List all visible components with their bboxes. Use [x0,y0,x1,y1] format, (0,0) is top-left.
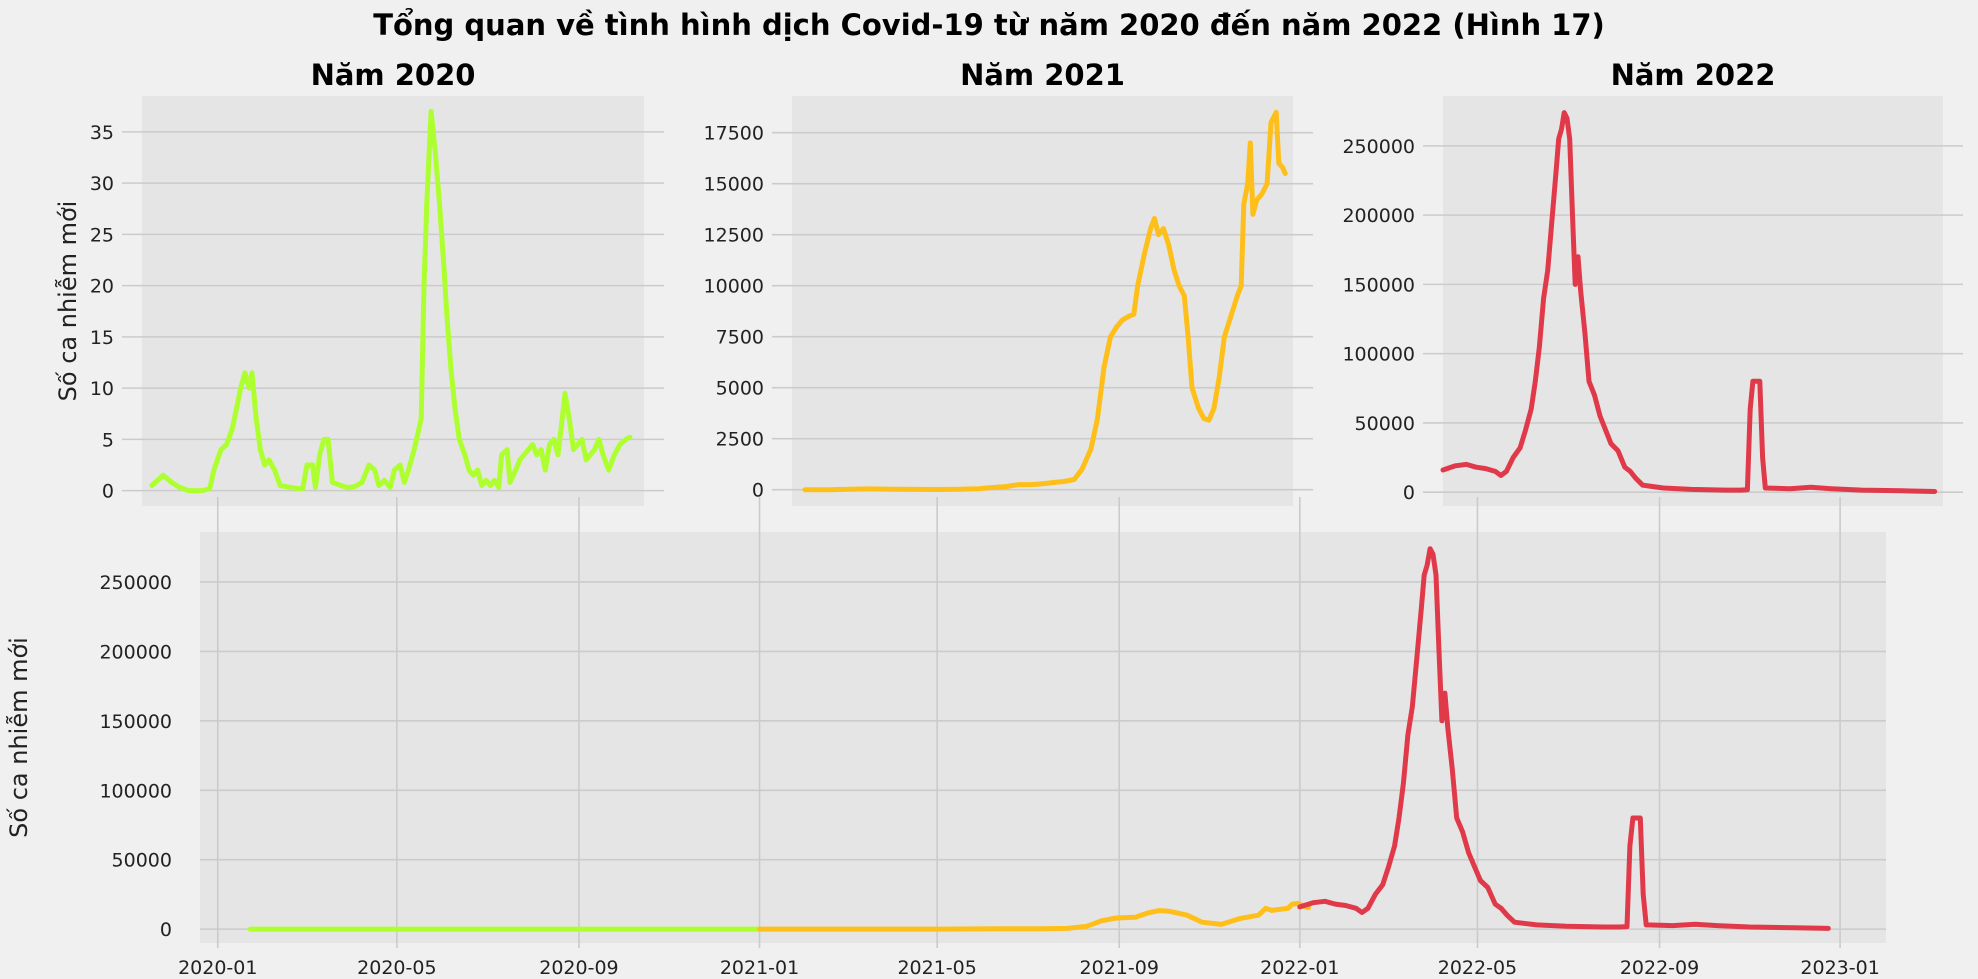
y-tick-label: 2500 [716,429,764,451]
plot-area-2020 [142,96,644,506]
y-tick-label: 250000 [1342,136,1415,158]
chart-title-2020: Năm 2020 [311,58,476,92]
chart-title-2022: Năm 2022 [1611,58,1776,92]
x-tick-label: 2021-09 [1080,957,1159,979]
series-line-2021-1 [802,109,1288,493]
plot-area-combined [200,532,1886,943]
figure-suptitle: Tổng quan về tình hình dịch Covid-19 từ … [373,8,1605,42]
x-tick-label: 2021-05 [897,957,976,979]
y-tick-label: 250000 [99,572,172,594]
y-tick-label: 30 [90,173,114,195]
series-line-combined-3 [1297,546,1831,931]
y-tick-label: 15000 [704,174,764,196]
panel-2020: 0 5 10 15 20 25 30 35 Năm 2020 Số ca nhiễm mới [53,58,664,506]
y-tick-label: 50000 [1355,413,1415,435]
y-tick-label: 7500 [716,327,764,349]
x-tick-label: 2020-09 [539,957,618,979]
y-tick-label: 17500 [704,123,764,145]
y-tick-label: 20 [90,276,114,298]
y-tick-label: 10000 [704,276,764,298]
x-tick-label: 2022-01 [1260,957,1339,979]
y-tick-label: 0 [160,919,172,941]
panel-2022: 0 50000 100000 150000 200000 250000 Năm 2022 [1342,58,1963,506]
series-line-2020-1 [149,108,633,494]
y-tick-label: 50000 [112,850,172,872]
y-tick-label: 150000 [1342,274,1415,296]
y-tick-label: 10 [90,378,114,400]
y-tick-label: 0 [1403,482,1415,504]
x-tick-label: 2021-01 [720,957,799,979]
x-tick-label: 2022-05 [1438,957,1517,979]
x-tick-label: 2023-01 [1800,957,1879,979]
y-tick-label: 5000 [716,378,764,400]
y-tick-label: 0 [752,480,764,502]
y-tick-label: 0 [102,481,114,503]
panel-combined: 0 50000 100000 150000 200000 250000 2020-01 202… [4,497,1886,979]
y-axis-label-2020: Số ca nhiễm mới [53,201,82,402]
y-tick-label: 5 [102,429,114,451]
y-tick-label: 200000 [99,641,172,663]
x-tick-label: 2020-05 [357,957,436,979]
y-tick-label: 25 [90,224,114,246]
chart-title-2021: Năm 2021 [960,58,1125,92]
plot-area-2022 [1443,96,1943,506]
panel-2021: 0 2500 5000 7500 10000 12500 15000 17500 Năm 202… [704,58,1313,506]
y-tick-label: 150000 [99,711,172,733]
y-tick-label: 15 [90,327,114,349]
y-axis-label-combined: Số ca nhiễm mới [4,637,33,838]
series-line-2022-1 [1440,110,1938,494]
y-tick-label: 200000 [1342,205,1415,227]
y-tick-label: 35 [90,122,114,144]
series-line-combined-2 [757,900,1312,932]
plot-area-2021 [792,96,1293,506]
y-tick-label: 100000 [1342,344,1415,366]
x-tick-label: 2020-01 [178,957,257,979]
y-tick-label: 12500 [704,225,764,247]
x-tick-label: 2022-09 [1620,957,1699,979]
y-tick-label: 100000 [99,780,172,802]
